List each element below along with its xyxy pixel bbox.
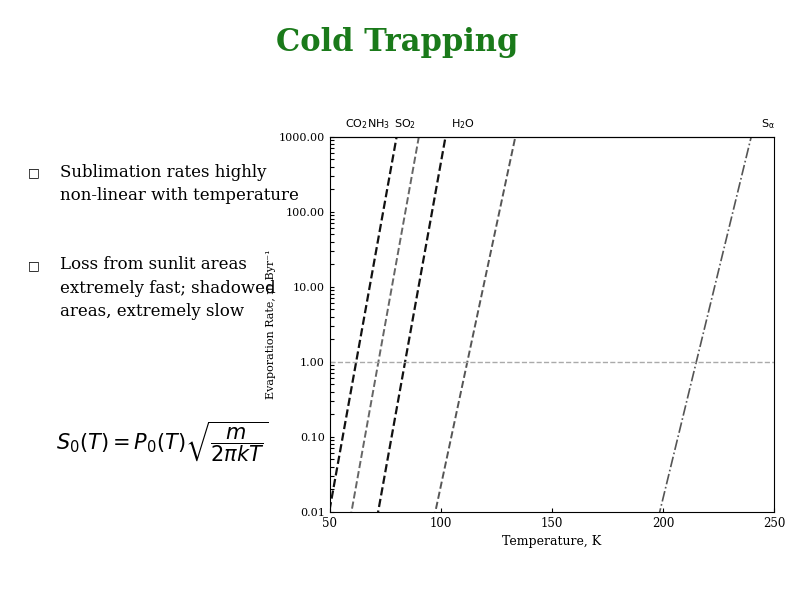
Text: Sublimation rates highly: Sublimation rates highly — [60, 164, 266, 181]
Text: $\mathrm{SO_2}$: $\mathrm{SO_2}$ — [394, 117, 416, 131]
Text: □: □ — [28, 167, 40, 180]
Text: extremely fast; shadowed: extremely fast; shadowed — [60, 280, 276, 297]
Text: non-linear with temperature: non-linear with temperature — [60, 187, 299, 205]
Text: areas, extremely slow: areas, extremely slow — [60, 303, 244, 321]
Text: $\mathrm{CO_2}$: $\mathrm{CO_2}$ — [345, 117, 368, 131]
Text: □: □ — [28, 259, 40, 272]
Text: $S_0(T) = P_0(T)\sqrt{\dfrac{m}{2\pi k T}}$: $S_0(T) = P_0(T)\sqrt{\dfrac{m}{2\pi k T… — [56, 419, 268, 464]
Text: Cold Trapping: Cold Trapping — [276, 27, 518, 58]
Text: Loss from sunlit areas: Loss from sunlit areas — [60, 256, 246, 273]
Text: $\mathrm{NH_3}$: $\mathrm{NH_3}$ — [367, 117, 390, 131]
Y-axis label: Evaporation Rate, m Byr⁻¹: Evaporation Rate, m Byr⁻¹ — [266, 249, 276, 399]
X-axis label: Temperature, K: Temperature, K — [503, 535, 602, 548]
Text: $\mathrm{H_2O}$: $\mathrm{H_2O}$ — [451, 117, 475, 131]
Text: $\mathrm{S_\alpha}$: $\mathrm{S_\alpha}$ — [761, 117, 774, 131]
